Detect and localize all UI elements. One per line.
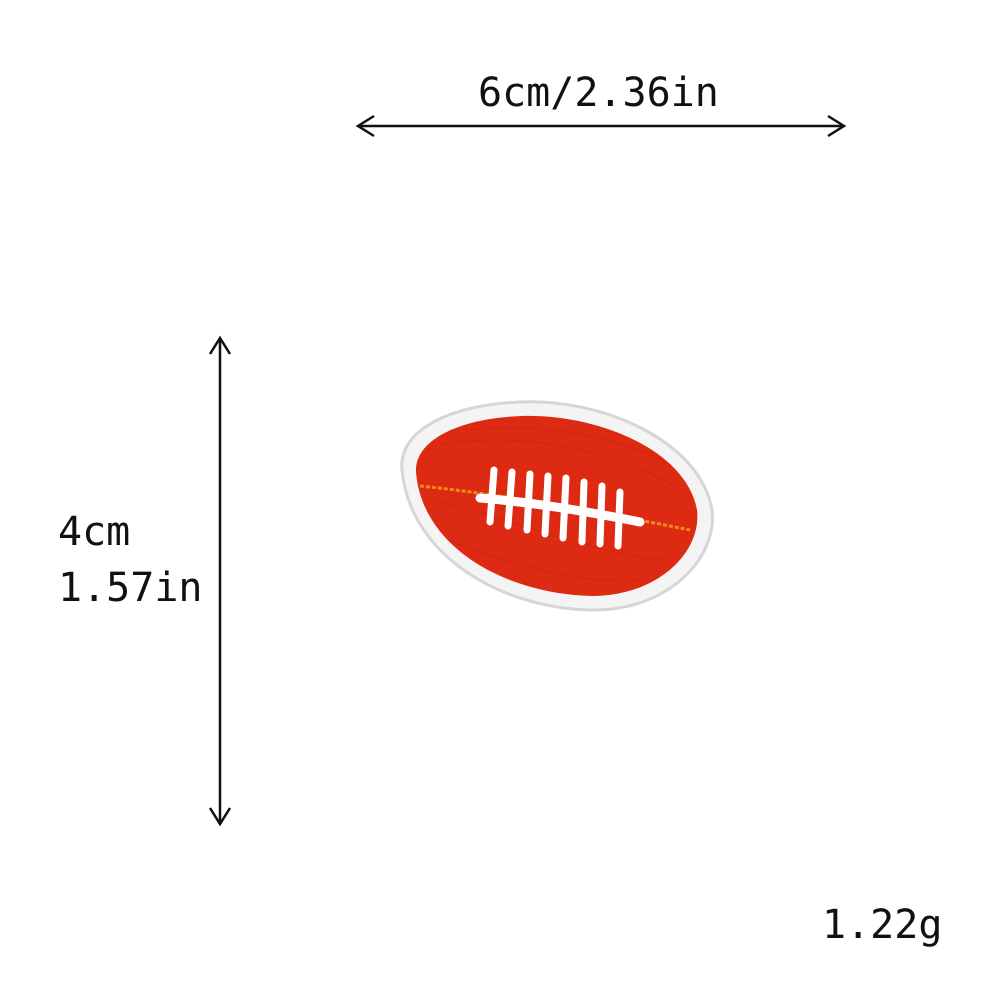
width-dimension-label: 6cm/2.36in: [478, 70, 719, 116]
weight-label: 1.22g: [822, 902, 943, 948]
height-dimension-in-label: 1.57in: [58, 565, 203, 611]
height-dimension-cm-label: 4cm: [58, 509, 131, 555]
height-arrow: [208, 335, 232, 827]
width-arrow: [355, 114, 847, 138]
football-patch-icon: [400, 400, 714, 612]
